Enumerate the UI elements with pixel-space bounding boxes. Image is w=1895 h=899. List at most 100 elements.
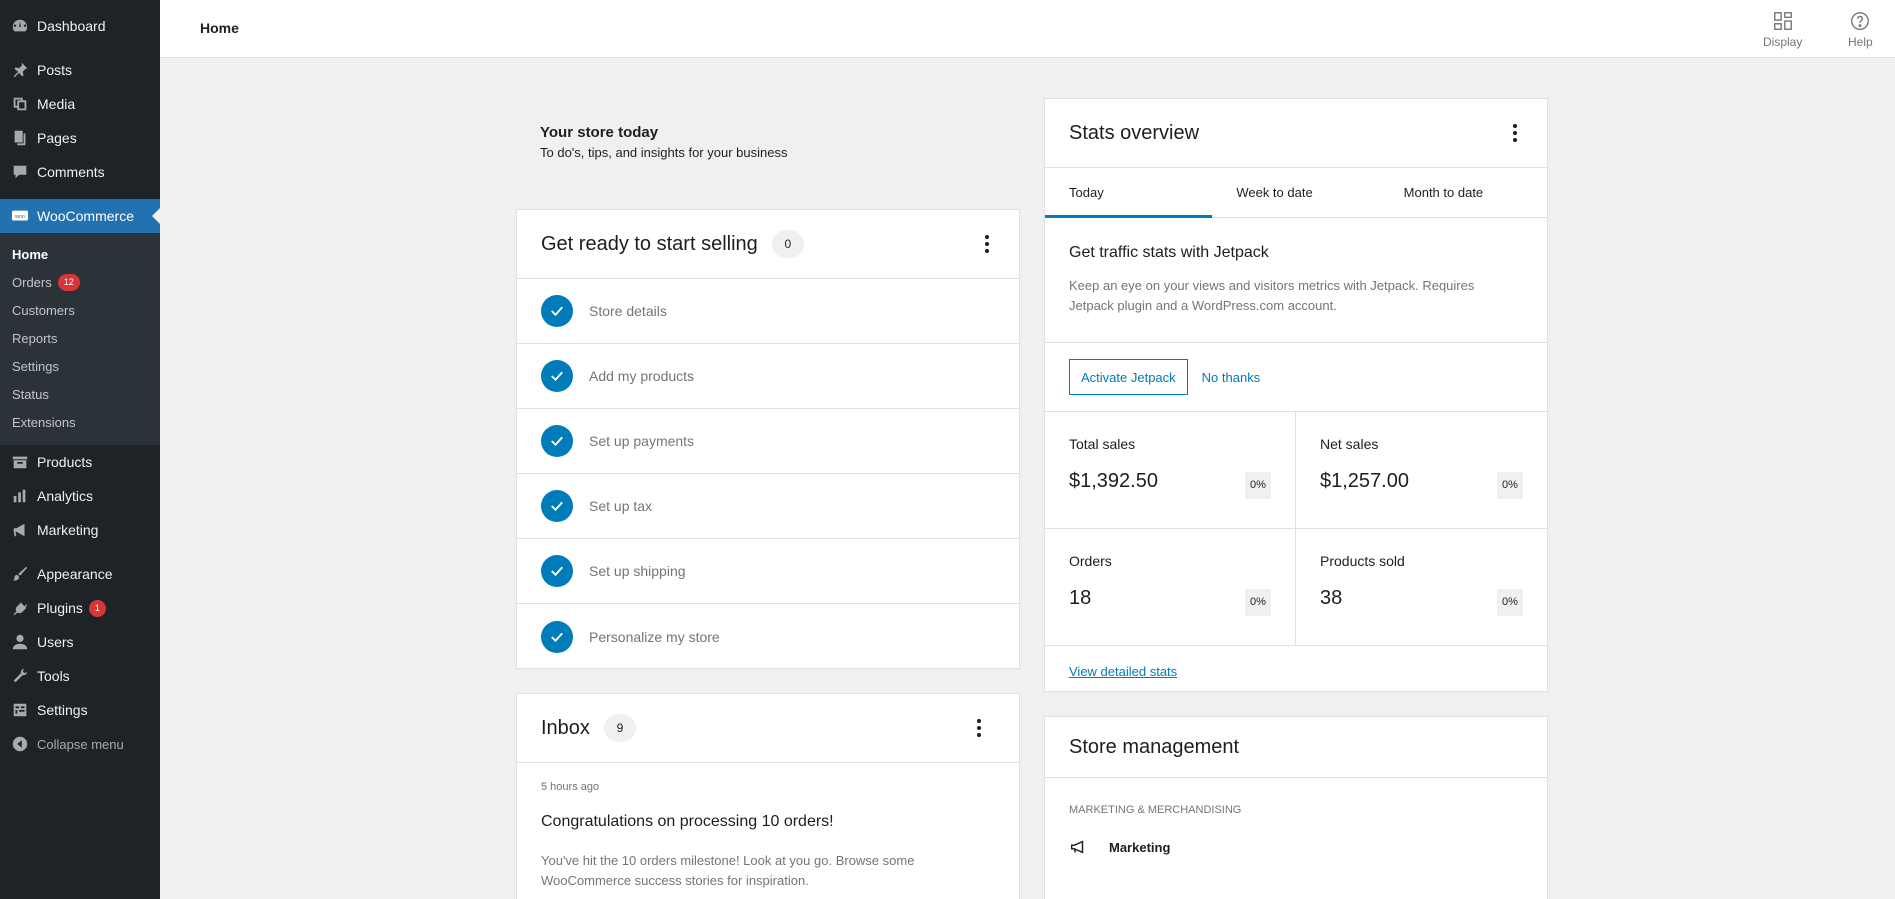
settings-icon [10, 700, 30, 720]
activate-jetpack-button[interactable]: Activate Jetpack [1069, 359, 1188, 395]
view-detailed-stats-link[interactable]: View detailed stats [1069, 664, 1178, 679]
pages-icon [10, 128, 30, 148]
plug-icon [10, 598, 30, 618]
stat-value: 38 [1320, 587, 1343, 609]
inbox-menu-button[interactable] [969, 716, 989, 740]
submenu-customers[interactable]: Customers [0, 296, 160, 324]
intro-title: Your store today [540, 124, 659, 141]
menu-users[interactable]: Users [0, 625, 160, 659]
pin-icon [10, 60, 30, 80]
stats-menu-button[interactable] [1505, 121, 1525, 145]
stat-value: $1,392.50 [1069, 470, 1158, 492]
task-label: Set up tax [589, 498, 653, 514]
checkmark-icon [541, 620, 573, 653]
menu-products[interactable]: Products [0, 445, 160, 479]
stats-header: Stats overview [1045, 99, 1547, 168]
task-item[interactable]: Personalize my store [517, 604, 1019, 669]
menu-media[interactable]: Media [0, 87, 160, 121]
menu-plugins[interactable]: Plugins 1 [0, 591, 160, 625]
plugins-update-badge: 1 [88, 599, 106, 617]
brush-icon [10, 564, 30, 584]
menu-label: WooCommerce [37, 208, 134, 224]
stat-cell[interactable]: Orders 18 0% [1045, 529, 1296, 646]
task-list-menu-button[interactable] [977, 232, 997, 256]
menu-label: Users [37, 634, 74, 650]
menu-label: Pages [37, 130, 77, 146]
menu-posts[interactable]: Posts [0, 53, 160, 87]
stat-delta: 0% [1497, 589, 1523, 616]
checkmark-icon [541, 490, 573, 522]
menu-dashboard[interactable]: Dashboard [0, 9, 160, 43]
task-count-badge: 0 [771, 230, 804, 258]
menu-tools[interactable]: Tools [0, 659, 160, 693]
task-list-title: Get ready to start selling [541, 232, 758, 255]
inbox-note: 5 hours ago Congratulations on processin… [517, 763, 1019, 899]
submenu-label: Reports [12, 330, 58, 346]
menu-pages[interactable]: Pages [0, 121, 160, 155]
submenu-settings[interactable]: Settings [0, 352, 160, 380]
store-intro: Your store today To do's, tips, and insi… [540, 124, 787, 160]
stat-value: $1,257.00 [1320, 470, 1409, 492]
stat-cell[interactable]: Net sales $1,257.00 0% [1296, 412, 1547, 529]
no-thanks-button[interactable]: No thanks [1201, 369, 1261, 385]
menu-label: Media [37, 96, 76, 112]
task-list: Store details Add my products Set up payme… [517, 279, 1019, 669]
task-item[interactable]: Add my products [517, 344, 1019, 409]
submenu-label: Status [12, 386, 49, 402]
submenu-status[interactable]: Status [0, 380, 160, 408]
help-button[interactable]: Help [1848, 10, 1873, 49]
menu-label: Dashboard [37, 18, 106, 34]
submenu-label: Orders [12, 274, 52, 290]
menu-analytics[interactable]: Analytics [0, 479, 160, 513]
tab-today[interactable]: Today [1045, 168, 1213, 218]
menu-woocommerce[interactable]: woo WooCommerce [0, 199, 160, 233]
submenu-orders[interactable]: Orders 12 [0, 268, 160, 296]
page-title: Home [200, 20, 239, 36]
menu-marketing[interactable]: Marketing [0, 513, 160, 547]
display-label: Display [1763, 35, 1803, 49]
task-list-header: Get ready to start selling 0 [517, 210, 1019, 279]
stat-label: Orders [1069, 553, 1112, 569]
inbox-card: Inbox 9 5 hours ago Congratulations on p… [516, 693, 1020, 899]
woocommerce-submenu: Home Orders 12 Customers Reports Settings… [0, 233, 160, 445]
menu-appearance[interactable]: Appearance [0, 557, 160, 591]
inbox-title: Inbox [541, 716, 590, 739]
menu-label: Settings [37, 702, 88, 718]
category-heading: MARKETING & MERCHANDISING [1069, 804, 1242, 816]
submenu-home[interactable]: Home [0, 240, 160, 268]
menu-label: Marketing [37, 522, 99, 538]
stat-cell[interactable]: Total sales $1,392.50 0% [1045, 412, 1296, 529]
display-button[interactable]: Display [1763, 10, 1802, 49]
archive-icon [10, 452, 30, 472]
task-item[interactable]: Set up tax [517, 474, 1019, 539]
note-body-line: You've hit the 10 orders milestone! Look… [541, 853, 915, 868]
menu-label: Comments [37, 164, 105, 180]
task-list-card: Get ready to start selling 0 Store detai… [516, 209, 1020, 669]
task-label: Personalize my store [589, 628, 720, 645]
task-item[interactable]: Set up payments [517, 409, 1019, 474]
stats-tabs: Today Week to date Month to date [1045, 168, 1547, 218]
task-item[interactable]: Store details [517, 279, 1019, 344]
collapse-menu-button[interactable]: Collapse menu [0, 727, 160, 761]
menu-settings[interactable]: Settings [0, 693, 160, 727]
menu-label: Plugins [37, 600, 83, 616]
layout-icon [1773, 12, 1792, 30]
submenu-reports[interactable]: Reports [0, 324, 160, 352]
stat-delta: 0% [1497, 472, 1523, 499]
tab-week-to-date[interactable]: Week to date [1236, 185, 1313, 200]
stat-label: Net sales [1320, 436, 1379, 452]
woo-icon: woo [10, 206, 30, 226]
menu-label: Posts [37, 62, 73, 78]
intro-subtitle: To do's, tips, and insights for your bus… [540, 145, 788, 160]
stat-cell[interactable]: Products sold 38 0% [1296, 529, 1547, 646]
checkmark-icon [541, 555, 573, 587]
inbox-count-badge: 9 [603, 714, 636, 742]
orders-count-badge: 12 [57, 273, 80, 291]
megaphone-icon [10, 520, 30, 540]
tab-month-to-date[interactable]: Month to date [1403, 185, 1484, 200]
menu-comments[interactable]: Comments [0, 155, 160, 189]
user-icon [10, 632, 30, 652]
task-item[interactable]: Set up shipping [517, 539, 1019, 604]
marketing-shortcut[interactable]: Marketing [1045, 816, 1547, 878]
submenu-extensions[interactable]: Extensions [0, 408, 160, 436]
